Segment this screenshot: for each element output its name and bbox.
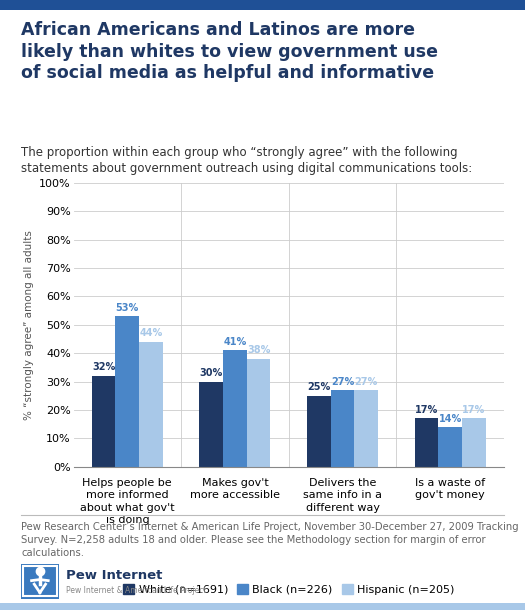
Bar <box>116 317 139 467</box>
Y-axis label: % “strongly agree” among all adults: % “strongly agree” among all adults <box>24 230 34 420</box>
Text: 41%: 41% <box>223 337 247 347</box>
Bar <box>354 390 378 467</box>
Bar <box>415 418 438 467</box>
Text: 27%: 27% <box>331 376 354 387</box>
Bar <box>139 342 163 467</box>
Text: African Americans and Latinos are more
likely than whites to view government use: African Americans and Latinos are more l… <box>21 21 438 82</box>
Text: 27%: 27% <box>354 376 378 387</box>
Text: Pew Research Center’s Internet & American Life Project, November 30-December 27,: Pew Research Center’s Internet & America… <box>21 522 519 558</box>
Bar <box>438 427 462 467</box>
Bar <box>247 359 270 467</box>
Text: 38%: 38% <box>247 345 270 356</box>
Text: 30%: 30% <box>200 368 223 378</box>
Text: Pew Internet & American Life Project: Pew Internet & American Life Project <box>66 586 206 595</box>
Bar <box>307 396 331 467</box>
Text: 25%: 25% <box>307 382 331 392</box>
Text: 32%: 32% <box>92 362 116 373</box>
Text: 53%: 53% <box>116 303 139 313</box>
Text: Pew Internet: Pew Internet <box>66 569 162 582</box>
Text: 17%: 17% <box>415 405 438 415</box>
Legend: White (n=1691), Black (n=226), Hispanic (n=205): White (n=1691), Black (n=226), Hispanic … <box>119 580 459 600</box>
Bar <box>223 350 247 467</box>
Text: 44%: 44% <box>139 328 163 339</box>
Bar <box>462 418 486 467</box>
Bar <box>200 382 223 467</box>
Bar <box>331 390 354 467</box>
Text: The proportion within each group who “strongly agree” with the following
stateme: The proportion within each group who “st… <box>21 146 472 176</box>
Text: 17%: 17% <box>462 405 486 415</box>
Text: 14%: 14% <box>438 414 462 423</box>
Bar <box>92 376 116 467</box>
